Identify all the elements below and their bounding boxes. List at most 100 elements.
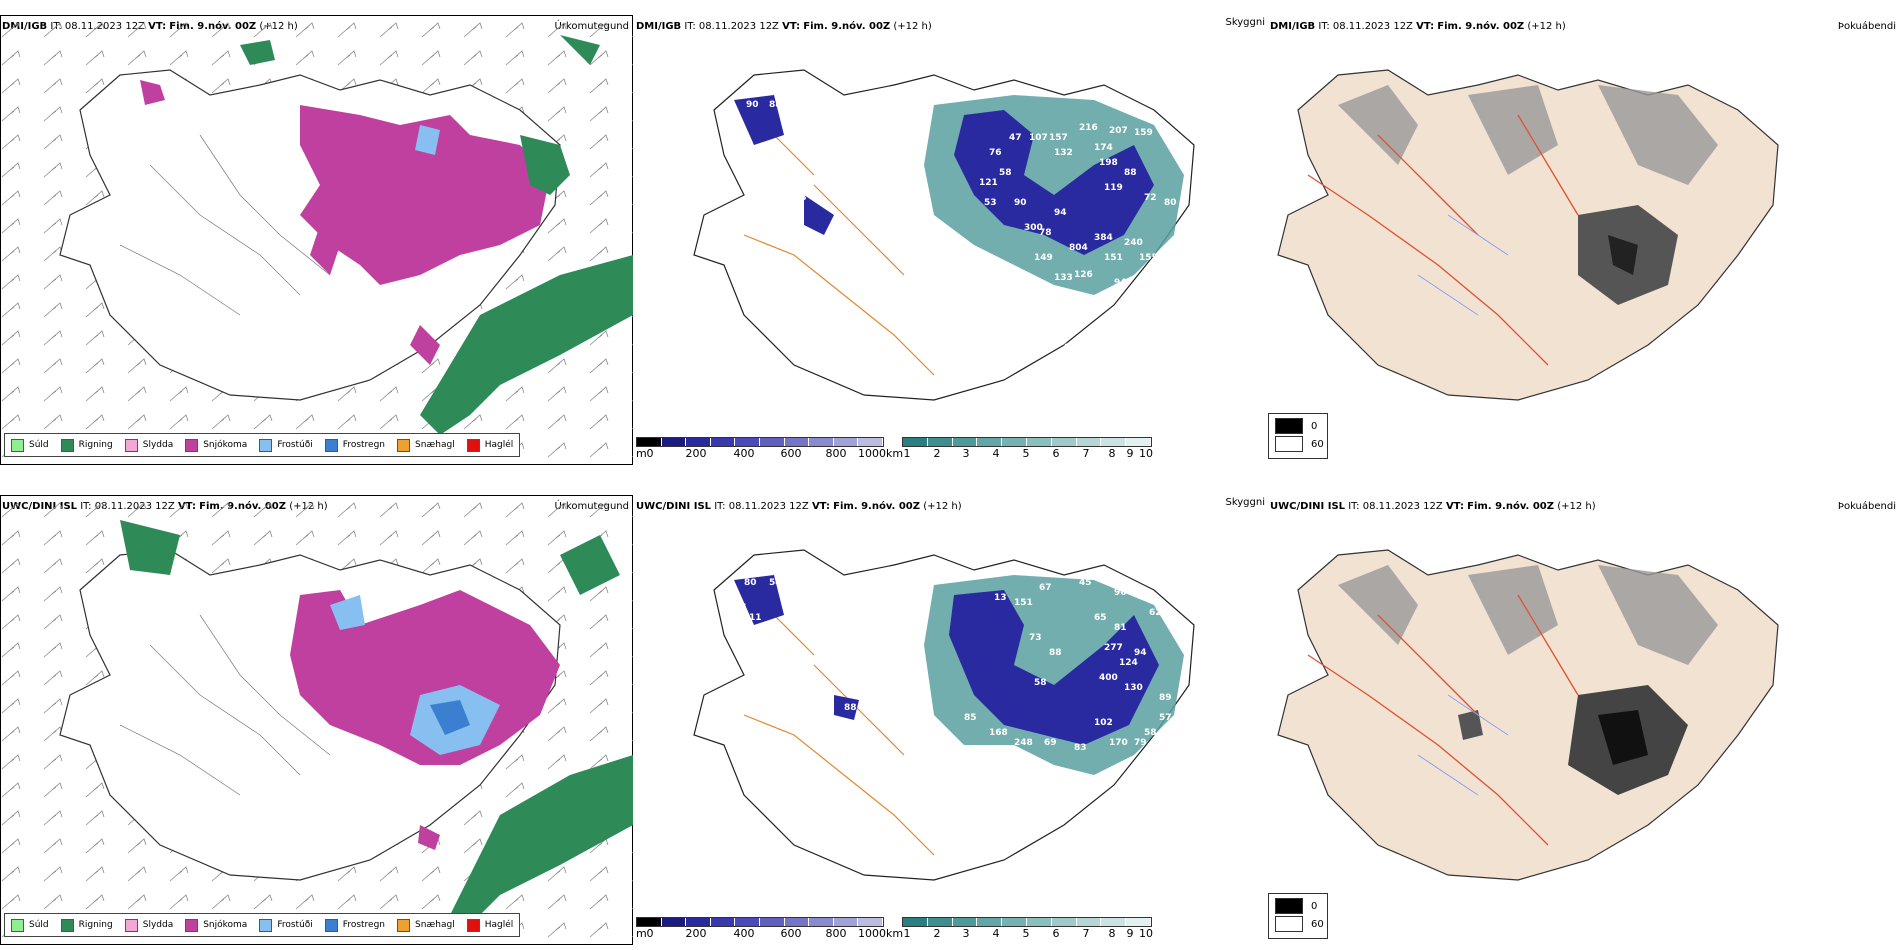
vis-label: 157 bbox=[1049, 133, 1068, 143]
tick: 3 bbox=[962, 927, 970, 940]
vis-label: 89 bbox=[1159, 693, 1172, 703]
vis-label: 155 bbox=[1139, 253, 1158, 263]
legend-item: Rigning bbox=[60, 918, 113, 932]
vis-label: 151 bbox=[1014, 598, 1033, 608]
precip-type-panel-uwc: UWC/DINI ISL IT: 08.11.2023 12Z VT: Fim.… bbox=[0, 495, 633, 945]
panel-title: Skyggni bbox=[1225, 497, 1265, 508]
visibility-map: 90 88 11 29 22 18 62 63 92 153 63 47 107… bbox=[693, 69, 1195, 401]
vis-label: 73 bbox=[1029, 633, 1042, 643]
fog-map bbox=[1277, 549, 1779, 881]
precip-legend: Súld Rigning Slydda Snjókoma Frostúði Fr… bbox=[4, 913, 521, 937]
legend-item: Frostúði bbox=[259, 438, 313, 452]
low-vis-m bbox=[949, 590, 1159, 745]
legend-item: Haglél bbox=[466, 918, 513, 932]
vis-label: 53 bbox=[984, 198, 997, 208]
vis-label: 153 bbox=[879, 278, 898, 288]
vis-label: 13 bbox=[994, 593, 1007, 603]
vis-label: 159 bbox=[1134, 128, 1153, 138]
vis-label: 168 bbox=[989, 728, 1008, 738]
snow-area bbox=[300, 105, 550, 285]
vis-label: 126 bbox=[1074, 270, 1093, 280]
vis-label: 119 bbox=[1104, 183, 1123, 193]
fog-key: 0 60 bbox=[1268, 893, 1328, 939]
vis-label: 81 bbox=[1114, 623, 1127, 633]
vis-label: 94 bbox=[1114, 278, 1127, 288]
tick: 0 bbox=[646, 927, 654, 940]
tick: 200 bbox=[685, 447, 707, 460]
tick: 800 bbox=[825, 927, 847, 940]
vis-label: 88 bbox=[844, 703, 857, 713]
visibility-panel-uwc: UWC/DINI ISL IT: 08.11.2023 12Z VT: Fim.… bbox=[634, 495, 1267, 945]
legend-item: Slydda bbox=[124, 918, 173, 932]
vis-label: 54 bbox=[769, 578, 782, 588]
vis-label: 93 bbox=[1169, 623, 1182, 633]
vis-label: 78 bbox=[1039, 228, 1052, 238]
legend-item: Haglél bbox=[466, 438, 513, 452]
vis-label: 149 bbox=[1034, 253, 1053, 263]
precip-type-map bbox=[0, 15, 633, 465]
tick: 8 bbox=[1108, 927, 1116, 940]
tick: 6 bbox=[1052, 447, 1060, 460]
vis-label: 92 bbox=[899, 258, 912, 268]
vis-label: 132 bbox=[1054, 148, 1073, 158]
tick: 0 bbox=[646, 447, 654, 460]
visibility-map: 80 54 16 11 88 85 168 248 69 83 133 102 … bbox=[693, 549, 1195, 881]
freezing-rain-area bbox=[430, 700, 470, 735]
fog-key: 0 60 bbox=[1268, 413, 1328, 459]
vis-label: 339 bbox=[1099, 293, 1118, 303]
precip-type-panel-dmi: DMI/IGB IT: 08.11.2023 12Z VT: Fim. 9.nó… bbox=[0, 15, 633, 465]
vis-label: 96 bbox=[1114, 588, 1127, 598]
vis-label: 58 bbox=[999, 168, 1012, 178]
vis-label: 18 bbox=[794, 193, 807, 203]
vis-label: 45 bbox=[1079, 578, 1092, 588]
legend-item: Frostregn bbox=[324, 438, 385, 452]
vis-label: 80 bbox=[744, 578, 757, 588]
tick: 7 bbox=[1082, 447, 1090, 460]
panel-header: DMI/IGB IT: 08.11.2023 12Z VT: Fim. 9.nó… bbox=[636, 21, 932, 32]
vis-label: 124 bbox=[1119, 658, 1138, 668]
vis-label: 278 bbox=[1069, 313, 1088, 323]
rain-area bbox=[450, 755, 633, 925]
vis-label: 62 bbox=[759, 203, 772, 213]
legend-item: Frostregn bbox=[324, 918, 385, 932]
low-vis-m bbox=[954, 110, 1154, 255]
panel-header: DMI/IGB IT: 08.11.2023 12Z VT: Fim. 9.nó… bbox=[1270, 21, 1566, 32]
vis-label: 384 bbox=[1094, 233, 1113, 243]
vis-label: 11 bbox=[734, 128, 747, 138]
legend-item: Frostúði bbox=[259, 918, 313, 932]
visibility-colorbar-m: m 0 200 400 600 800 1000 bbox=[636, 917, 886, 941]
fog-map bbox=[1277, 69, 1779, 401]
vis-label: 151 bbox=[1104, 253, 1123, 263]
tick: 400 bbox=[733, 447, 755, 460]
vis-label: 58 bbox=[1034, 678, 1047, 688]
vis-label: 82 bbox=[1064, 343, 1077, 353]
vis-label: 88 bbox=[1049, 648, 1062, 658]
tick: 5 bbox=[1022, 927, 1030, 940]
vis-label: 63 bbox=[964, 253, 977, 263]
precip-type-map bbox=[0, 495, 633, 945]
tick: 8 bbox=[1108, 447, 1116, 460]
tick: 3 bbox=[962, 447, 970, 460]
legend-item: Snæhagl bbox=[397, 918, 455, 932]
vis-label: 170 bbox=[1109, 738, 1128, 748]
rain-area bbox=[420, 255, 633, 435]
snow-area bbox=[290, 590, 560, 765]
tick: 5 bbox=[1022, 447, 1030, 460]
visibility-panel-dmi: DMI/IGB IT: 08.11.2023 12Z VT: Fim. 9.nó… bbox=[634, 15, 1267, 465]
vis-label: 248 bbox=[1014, 738, 1033, 748]
tick: 1 bbox=[903, 447, 911, 460]
vis-label: 277 bbox=[1104, 643, 1123, 653]
tick: 2 bbox=[933, 927, 941, 940]
vis-label: 90 bbox=[746, 100, 759, 110]
tick: 1 bbox=[903, 927, 911, 940]
vis-label: 94 bbox=[1054, 208, 1067, 218]
panel-title: Þokuábendi bbox=[1837, 501, 1896, 512]
tick: 1000 bbox=[858, 927, 886, 940]
vis-label: 804 bbox=[1069, 243, 1088, 253]
legend-item: Rigning bbox=[60, 438, 113, 452]
tick: 10 bbox=[1139, 447, 1153, 460]
vis-label: 107 bbox=[1029, 133, 1048, 143]
vis-label: 58 bbox=[1144, 728, 1157, 738]
vis-label: 79 bbox=[1134, 738, 1147, 748]
vis-label: 62 bbox=[1149, 608, 1162, 618]
